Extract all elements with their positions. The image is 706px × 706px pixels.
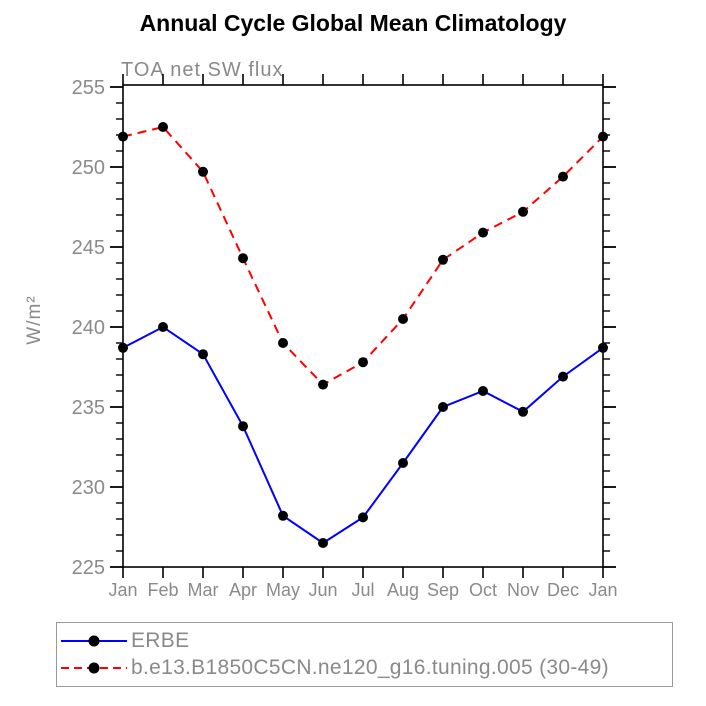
- data-point: [318, 379, 328, 390]
- y-tick-label: 240: [72, 317, 105, 339]
- legend-box: ERBE b.e13.B1850C5CN.ne120_g16.tuning.00…: [56, 622, 673, 687]
- data-point: [398, 458, 408, 468]
- data-point: [478, 227, 488, 238]
- legend-row-model: b.e13.B1850C5CN.ne120_g16.tuning.005 (30…: [59, 655, 672, 682]
- month-label: Mar: [188, 580, 219, 600]
- plot-frame: [122, 84, 604, 568]
- data-point: [438, 402, 448, 412]
- data-point: [598, 342, 608, 353]
- chart-subtitle: TOA net SW flux: [121, 59, 283, 81]
- data-point: [158, 122, 168, 132]
- y-tick-label: 230: [72, 477, 105, 499]
- data-point: [358, 357, 368, 368]
- data-point: [158, 322, 168, 332]
- legend-line-erbe: [61, 635, 127, 647]
- month-label: Feb: [147, 580, 178, 600]
- data-point: [518, 406, 528, 417]
- month-label: Sep: [427, 580, 459, 600]
- month-label: Oct: [469, 580, 497, 600]
- month-label: Jan: [588, 580, 617, 600]
- legend-line-model: [61, 662, 127, 674]
- data-point: [438, 254, 448, 265]
- data-point: [198, 166, 208, 177]
- data-point: [398, 314, 408, 324]
- axes: Jan Feb Mar Apr May Jun Jul Aug Sep Oct Nov Dec Jan2…: [72, 74, 618, 600]
- annual-cycle-chart: TOA net SW flux W/m² Jan Feb Mar Apr May Jun J…: [24, 59, 618, 600]
- page-title: Annual Cycle Global Mean Climatology: [139, 10, 567, 36]
- legend-marker-icon: [88, 662, 100, 674]
- data-point: [318, 538, 328, 548]
- data-point: [558, 371, 568, 382]
- model-line: [122, 125, 604, 386]
- legend-marker-icon: [88, 635, 100, 647]
- data-point: [478, 386, 488, 396]
- data-point: [238, 253, 248, 264]
- y-axis-label: W/m²: [24, 295, 45, 344]
- data-point: [358, 512, 368, 523]
- legend-label-model: b.e13.B1850C5CN.ne120_g16.tuning.005 (30…: [131, 656, 609, 679]
- y-tick-label: 225: [72, 557, 105, 579]
- data-point: [558, 171, 568, 182]
- data-point: [118, 131, 128, 142]
- data-point: [118, 342, 128, 353]
- month-label: Nov: [507, 580, 539, 600]
- y-tick-label: 250: [72, 157, 105, 179]
- data-point: [198, 349, 208, 360]
- month-label: Jan: [108, 580, 137, 600]
- data-point: [278, 510, 288, 521]
- month-label: Jul: [351, 580, 374, 600]
- month-label: May: [266, 580, 300, 600]
- month-label: Apr: [229, 580, 257, 600]
- series: [118, 122, 608, 548]
- month-label: Jun: [308, 580, 337, 600]
- legend-row-erbe: ERBE: [59, 628, 672, 655]
- y-tick-label: 235: [72, 397, 105, 419]
- legend-label-erbe: ERBE: [131, 629, 190, 652]
- y-tick-label: 255: [72, 77, 105, 99]
- data-point: [518, 206, 528, 217]
- data-point: [598, 131, 608, 142]
- data-point: [238, 421, 248, 432]
- data-point: [278, 338, 288, 348]
- month-label: Aug: [387, 580, 419, 600]
- month-label: Dec: [547, 580, 579, 600]
- y-tick-label: 245: [72, 237, 105, 259]
